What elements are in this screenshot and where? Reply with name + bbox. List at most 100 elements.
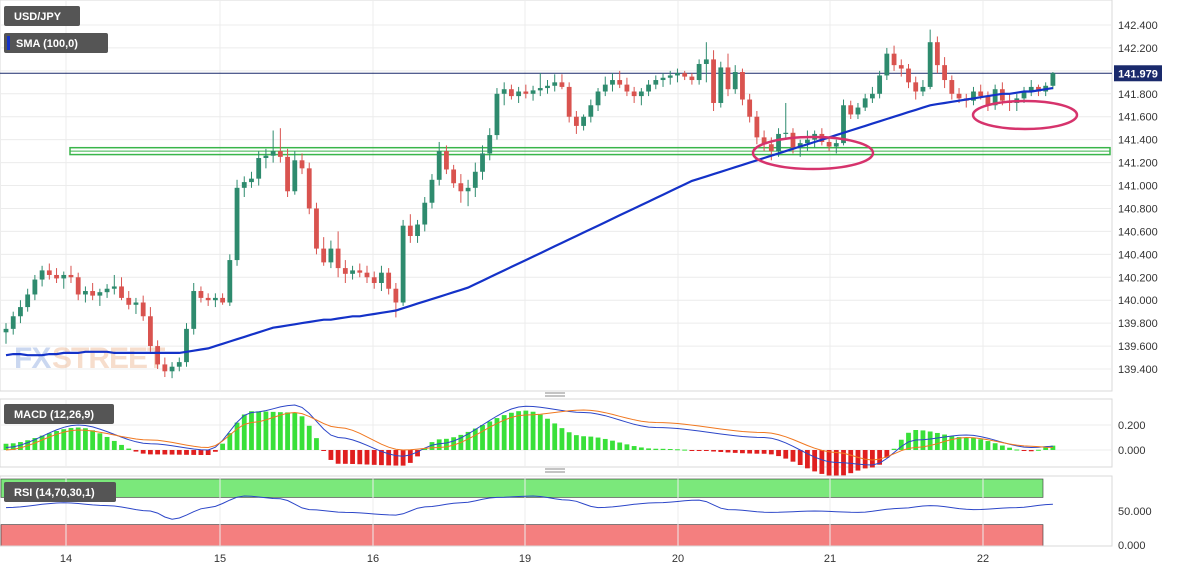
macd-bar: [25, 440, 31, 450]
candle: [920, 80, 926, 97]
candle: [826, 137, 832, 152]
macd-bar: [978, 439, 984, 450]
rsi-badge[interactable]: RSI (14,70,30,1): [4, 482, 116, 502]
macd-bar: [436, 439, 442, 450]
candle: [602, 76, 608, 97]
macd-bar: [653, 448, 659, 450]
macd-bar: [812, 450, 818, 472]
candle: [75, 272, 81, 301]
x-tick-label: 19: [519, 553, 531, 565]
rsi-panel: 50.000 0.000 RSI (14,70,30,1): [0, 475, 1152, 552]
candle: [3, 323, 9, 344]
candle: [906, 63, 911, 89]
svg-text:FX: FX: [14, 342, 51, 375]
macd-bar: [761, 450, 767, 454]
candle: [422, 197, 428, 232]
macd-bar: [877, 450, 883, 465]
macd-bar: [364, 450, 370, 465]
candle: [776, 128, 781, 157]
macd-bar: [212, 450, 218, 452]
macd-bar: [46, 433, 52, 450]
candle: [429, 174, 435, 209]
rsi-label: RSI (14,70,30,1): [14, 487, 95, 499]
macd-bar: [480, 425, 485, 450]
macd-bar: [660, 448, 666, 450]
candle: [162, 357, 168, 378]
y-tick-label: 141.400: [1118, 135, 1158, 147]
macd-bar: [357, 450, 363, 465]
macd-bar: [646, 448, 651, 450]
macd-bar: [588, 436, 594, 450]
candle: [241, 176, 247, 197]
macd-bar: [826, 450, 832, 476]
macd-bar: [776, 450, 781, 457]
macd-badge[interactable]: MACD (12,26,9): [4, 404, 114, 424]
rsi-y-axis: 50.000 0.000: [1118, 506, 1152, 552]
pane-resize-handle-1[interactable]: [545, 392, 565, 397]
candle: [400, 219, 406, 306]
candle: [523, 84, 529, 99]
candle: [263, 148, 269, 169]
macd-bar: [891, 448, 897, 450]
candle: [559, 74, 565, 90]
y-tick-label: 141.200: [1118, 158, 1158, 170]
candle: [140, 295, 146, 321]
macd-bar: [83, 428, 88, 450]
x-tick-label: 22: [977, 553, 989, 565]
candle: [754, 111, 760, 145]
macd-bar: [523, 410, 529, 450]
candle: [501, 82, 507, 106]
candle: [913, 76, 919, 100]
macd-bar: [682, 449, 688, 451]
macd-bar: [689, 450, 695, 451]
macd-bar: [740, 450, 745, 454]
candle: [119, 277, 124, 301]
macd-bar: [39, 435, 45, 450]
candle: [277, 128, 283, 163]
candle: [891, 45, 897, 71]
candle: [971, 86, 976, 106]
sma-badge[interactable]: SMA (100,0): [4, 33, 108, 53]
y-tick-label: 140.400: [1118, 249, 1158, 261]
symbol-badge[interactable]: USD/JPY: [4, 6, 80, 26]
candle: [703, 42, 709, 83]
candle: [350, 265, 355, 280]
macd-bar: [249, 411, 254, 450]
macd-bar: [848, 450, 854, 474]
candle: [985, 91, 991, 111]
candle: [689, 73, 695, 85]
candle: [537, 73, 543, 97]
candle: [638, 88, 644, 106]
macd-bar: [422, 448, 428, 450]
y-tick-label: 139.400: [1118, 364, 1158, 376]
macd-bar: [111, 440, 117, 450]
macd-bar: [371, 450, 377, 465]
candle: [870, 86, 875, 103]
candle: [624, 77, 630, 97]
macd-bar: [415, 450, 420, 457]
macd-bar: [148, 450, 153, 455]
macd-bar: [696, 450, 702, 451]
candle: [667, 70, 673, 85]
candle: [205, 293, 211, 306]
candle: [530, 85, 536, 101]
macd-bar: [768, 450, 774, 455]
candle: [227, 254, 233, 306]
candle: [169, 362, 175, 379]
candle: [472, 162, 478, 197]
pane-resize-handle-2[interactable]: [545, 468, 565, 473]
candle: [321, 237, 327, 266]
candle: [39, 265, 45, 287]
candle: [610, 73, 615, 92]
macd-bar: [992, 443, 998, 450]
macd-bar: [75, 427, 81, 450]
macd-bar: [32, 438, 38, 450]
macd-bar: [920, 430, 926, 450]
macd-bar: [501, 415, 507, 450]
y-tick-label: 141.000: [1118, 181, 1158, 193]
macd-bar: [1028, 450, 1034, 452]
candle: [328, 240, 334, 269]
macd-bar: [898, 439, 904, 450]
macd-bar: [54, 431, 59, 450]
candle: [783, 102, 789, 140]
